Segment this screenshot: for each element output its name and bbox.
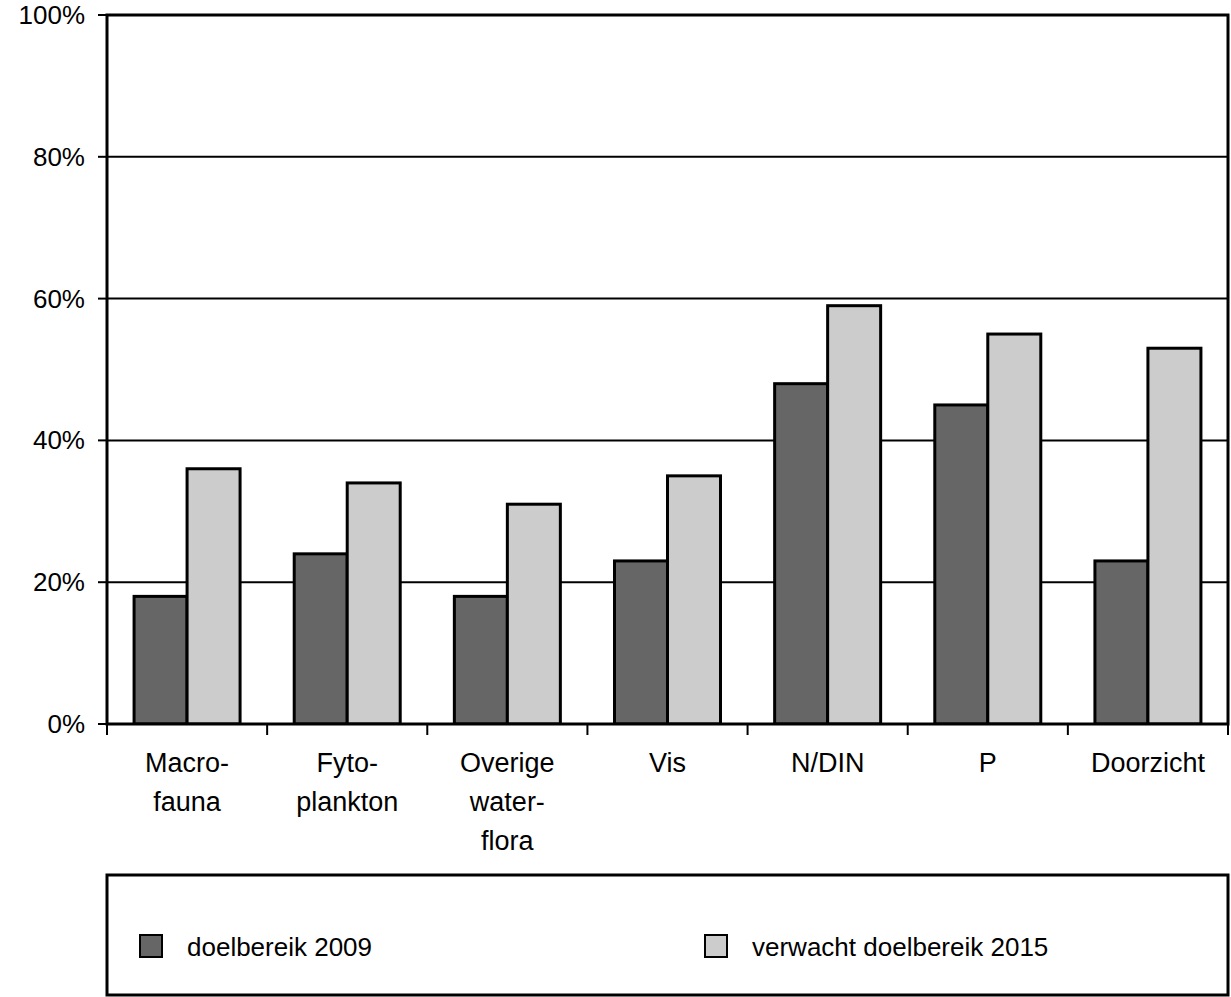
x-tick-label: Fyto-plankton <box>296 748 398 817</box>
x-tick-label-line: water- <box>469 787 545 817</box>
x-tick-label: Overige water-flora <box>460 748 555 856</box>
y-tick-label: 100% <box>19 0 86 30</box>
legend-swatch <box>140 935 162 957</box>
x-tick-label: P <box>979 748 997 778</box>
x-tick-label: Vis <box>649 748 686 778</box>
x-tick-label-line: Vis <box>649 748 686 778</box>
bar <box>828 306 881 724</box>
x-tick-label-line: N/DIN <box>791 748 865 778</box>
x-tick <box>1227 724 1229 735</box>
grid-line <box>107 439 1228 441</box>
legend-box <box>107 875 1228 995</box>
grid-line <box>107 156 1228 158</box>
bar <box>1095 561 1148 724</box>
x-tick-label-line: plankton <box>296 787 398 817</box>
x-tick <box>747 724 749 735</box>
x-tick-label-line: P <box>979 748 997 778</box>
plot-frame <box>107 15 1228 724</box>
x-tick <box>426 724 428 735</box>
grid-line <box>107 298 1228 300</box>
bar <box>454 596 507 724</box>
x-tick-label-line: Fyto- <box>316 748 378 778</box>
y-tick-label: 80% <box>33 142 85 172</box>
bar <box>347 483 400 724</box>
y-tick-label: 60% <box>33 284 85 314</box>
bar <box>935 405 988 724</box>
legend-label: doelbereik 2009 <box>187 932 372 962</box>
y-tick-label: 20% <box>33 567 85 597</box>
x-tick-label: Doorzicht <box>1091 748 1206 778</box>
bars <box>134 306 1201 724</box>
x-tick <box>106 724 108 735</box>
x-tick-label-line: Doorzicht <box>1091 748 1206 778</box>
x-tick-label-line: Overige <box>460 748 555 778</box>
y-tick-label: 40% <box>33 425 85 455</box>
x-tick <box>586 724 588 735</box>
x-tick <box>1067 724 1069 735</box>
bar <box>988 334 1041 724</box>
bar <box>615 561 668 724</box>
x-tick-label-line: flora <box>481 826 535 856</box>
legend-swatch <box>705 935 727 957</box>
legend-label: verwacht doelbereik 2015 <box>752 932 1048 962</box>
bar <box>775 384 828 724</box>
bar <box>1148 348 1201 724</box>
x-tick <box>266 724 268 735</box>
bar <box>668 476 721 724</box>
x-tick-label: N/DIN <box>791 748 865 778</box>
bar <box>294 554 347 724</box>
x-tick <box>907 724 909 735</box>
y-tick-label: 0% <box>47 709 85 739</box>
chart: 0% 20% 40% 60% 80% 100% Macro-fauna Fyto-plankt… <box>0 0 1231 997</box>
x-tick-label-line: Macro- <box>145 748 229 778</box>
x-tick-label-line: fauna <box>153 787 222 817</box>
bar <box>134 596 187 724</box>
x-tick-label: Macro-fauna <box>145 748 229 817</box>
bar <box>187 469 240 724</box>
bar <box>507 504 560 724</box>
